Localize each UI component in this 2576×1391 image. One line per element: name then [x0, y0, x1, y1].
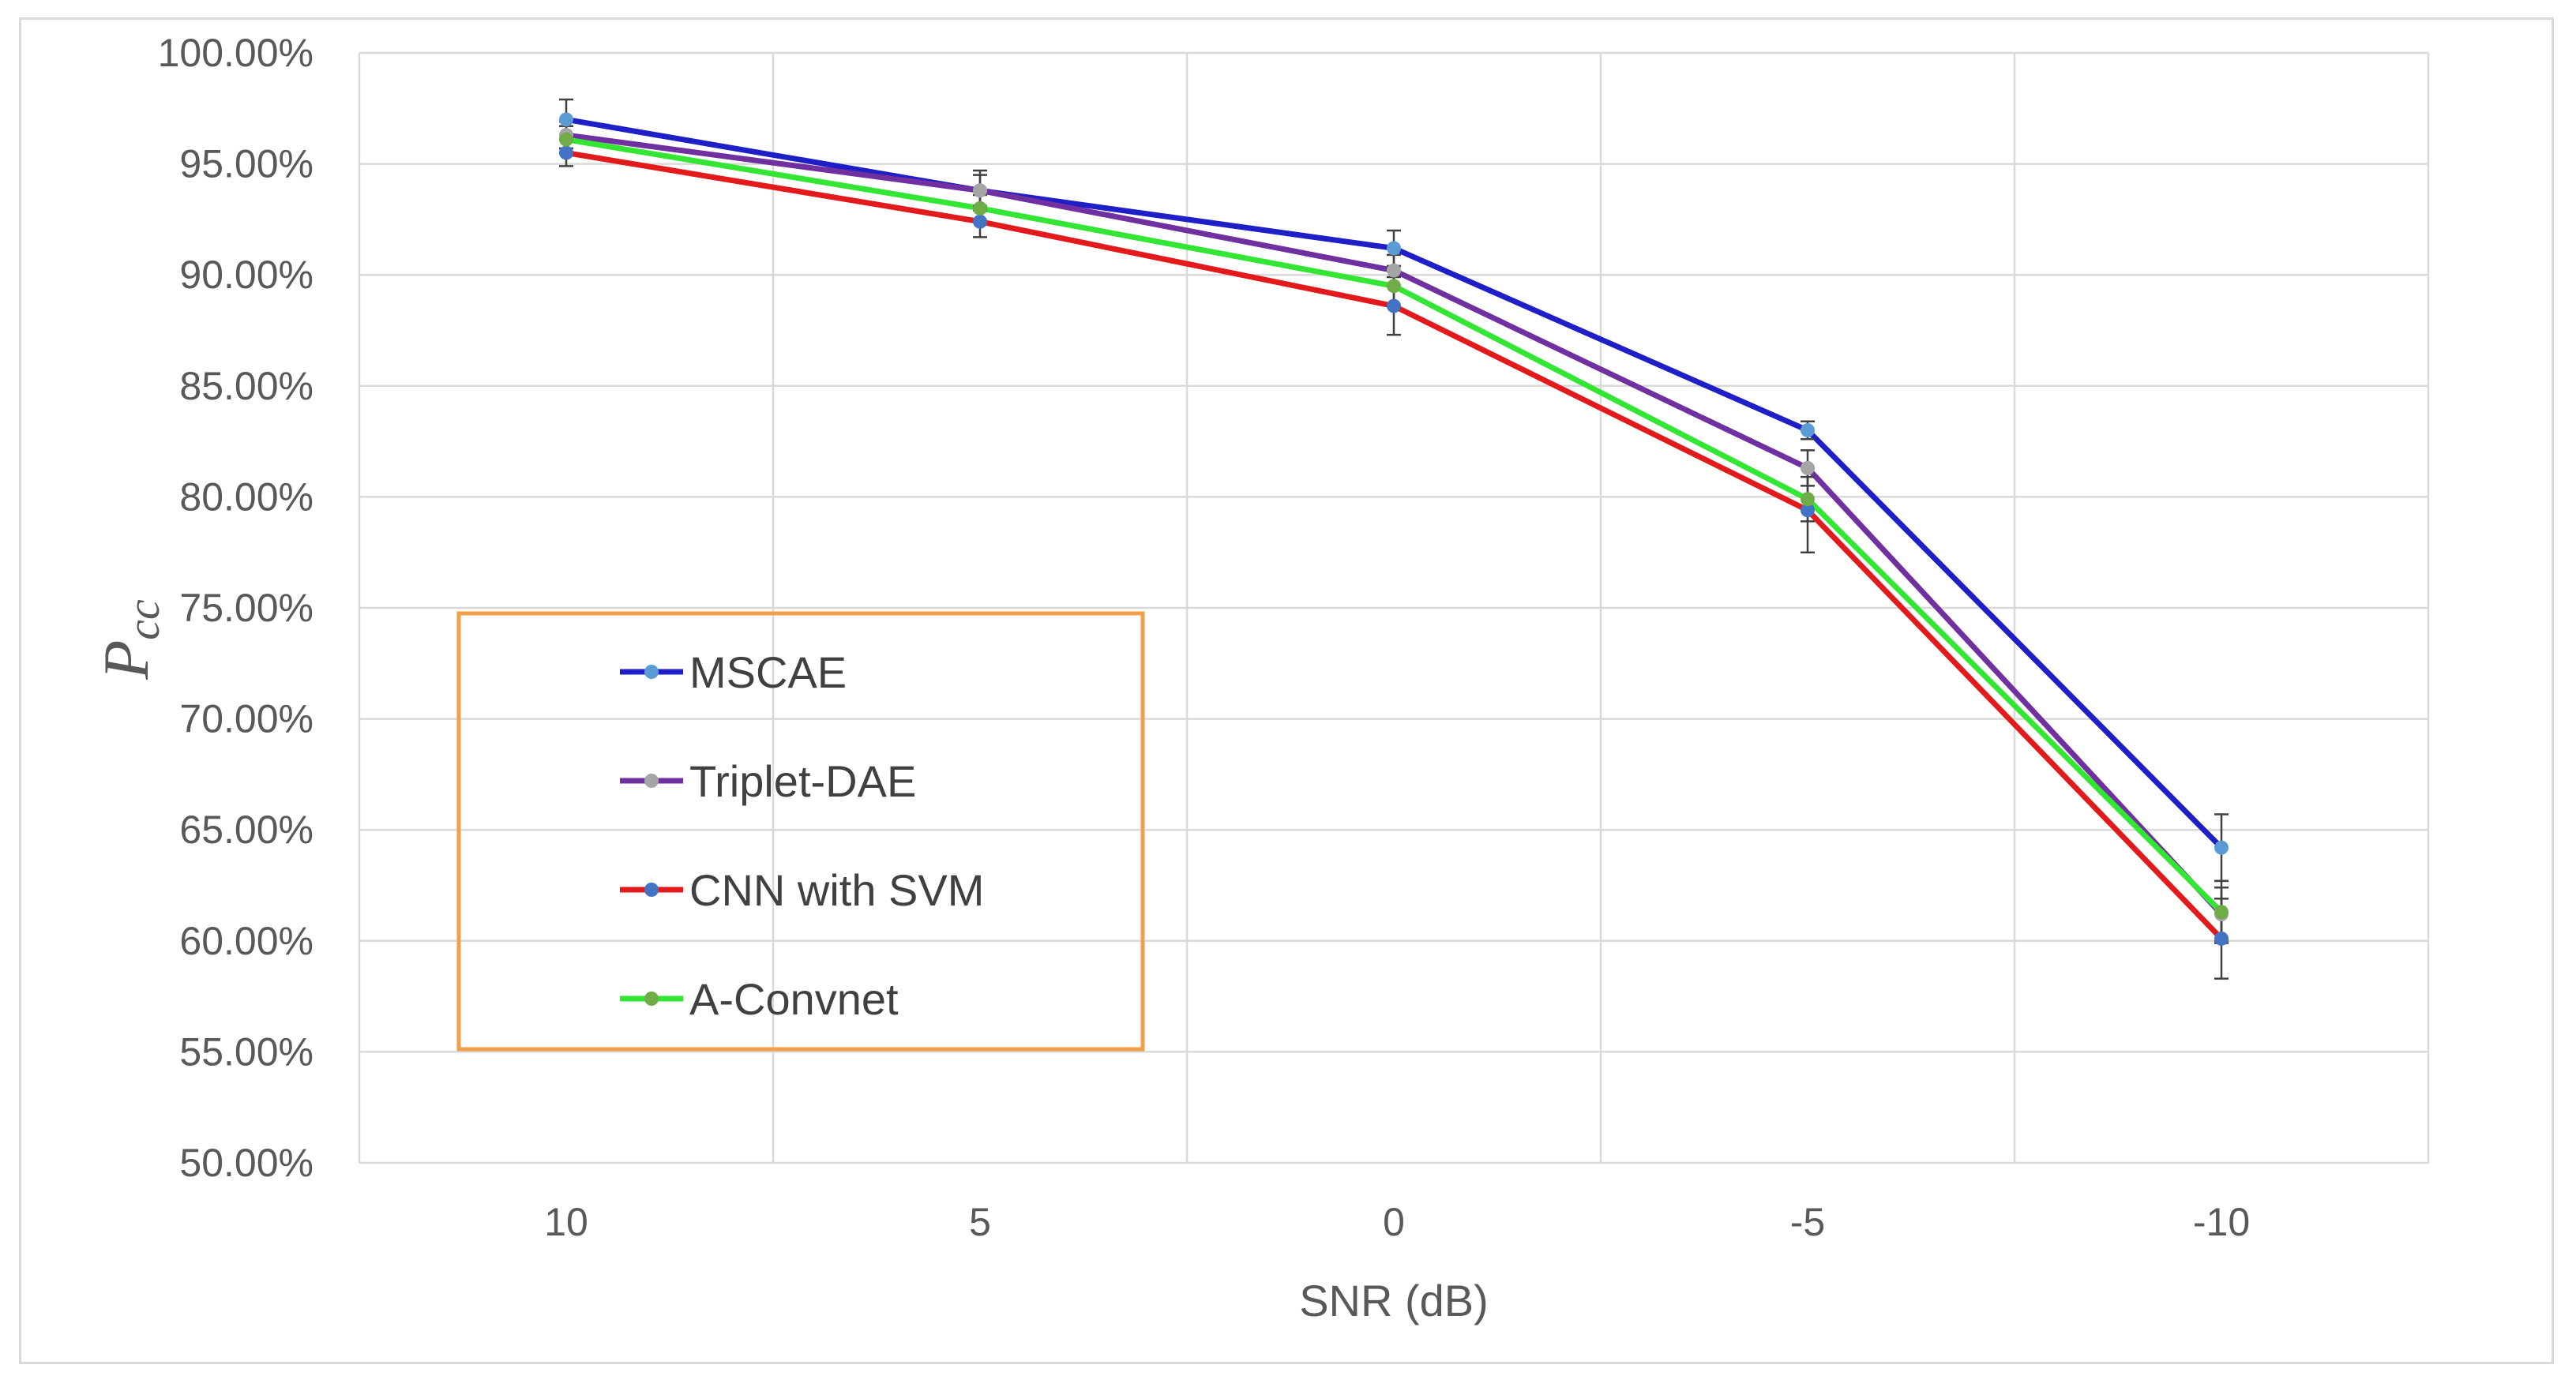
x-tick-label: -10 — [2193, 1200, 2250, 1244]
data-point-triplet-dae — [1387, 263, 1401, 278]
legend-label: CNN with SVM — [689, 865, 984, 915]
data-point-triplet-dae — [1801, 460, 1815, 475]
data-point-cnn-with-svm — [2214, 931, 2229, 946]
svg-text:Pcc: Pcc — [90, 599, 169, 681]
y-tick-label: 100.00% — [158, 31, 314, 75]
x-axis-ticks: 10 5 0 -5 -10 — [544, 1200, 2250, 1244]
legend: MSCAE Triplet-DAE CNN with SVM A-Convnet — [456, 611, 1145, 1052]
y-tick-label: 95.00% — [179, 142, 314, 186]
data-point-cnn-with-svm — [1387, 298, 1401, 313]
legend-item-a-convnet: A-Convnet — [620, 974, 899, 1024]
legend-swatch-marker — [644, 883, 659, 897]
data-point-mscae — [1387, 241, 1401, 256]
line-chart: 50.00% 55.00% 60.00% 65.00% 70.00% 75.00% 80.0… — [90, 31, 2430, 1325]
data-point-mscae — [559, 112, 573, 127]
y-axis-ticks: 50.00% 55.00% 60.00% 65.00% 70.00% 75.00% 80.0… — [158, 31, 314, 1185]
y-tick-label: 80.00% — [179, 474, 314, 519]
x-tick-label: 0 — [1383, 1200, 1405, 1244]
y-tick-label: 85.00% — [179, 364, 314, 408]
data-point-a-convnet — [1387, 279, 1401, 294]
data-point-a-convnet — [973, 201, 987, 216]
x-axis-title: SNR (dB) — [1299, 1276, 1489, 1325]
data-point-mscae — [1801, 423, 1815, 438]
data-point-a-convnet — [559, 132, 573, 147]
data-point-cnn-with-svm — [559, 145, 573, 160]
y-tick-label: 55.00% — [179, 1029, 314, 1074]
y-tick-label: 60.00% — [179, 919, 314, 963]
legend-label: MSCAE — [689, 647, 847, 697]
legend-item-mscae: MSCAE — [620, 647, 847, 697]
data-point-triplet-dae — [973, 183, 987, 198]
y-tick-label: 90.00% — [179, 253, 314, 297]
legend-swatch-marker — [644, 774, 659, 788]
y-axis-title: Pcc — [90, 599, 169, 681]
y-axis-title-main: P — [90, 640, 162, 681]
legend-label: Triplet-DAE — [689, 756, 916, 806]
chart-frame: 50.00% 55.00% 60.00% 65.00% 70.00% 75.00% 80.0… — [19, 17, 2554, 1364]
y-tick-label: 75.00% — [179, 586, 314, 630]
data-point-mscae — [2214, 840, 2229, 855]
y-tick-label: 50.00% — [179, 1141, 314, 1185]
data-point-a-convnet — [1801, 492, 1815, 507]
legend-swatch-marker — [644, 992, 659, 1006]
data-point-a-convnet — [2214, 905, 2229, 920]
legend-item-cnn-with-svm: CNN with SVM — [620, 865, 984, 915]
gridlines — [358, 51, 2430, 1164]
y-axis-title-sub: cc — [118, 599, 169, 640]
y-tick-label: 70.00% — [179, 697, 314, 741]
legend-box — [456, 611, 1145, 1052]
data-points — [559, 112, 2229, 946]
x-tick-label: -5 — [1790, 1200, 1825, 1244]
x-tick-label: 5 — [969, 1200, 991, 1244]
legend-item-triplet-dae: Triplet-DAE — [620, 756, 916, 806]
legend-swatch-marker — [644, 665, 659, 679]
y-tick-label: 65.00% — [179, 808, 314, 852]
legend-label: A-Convnet — [689, 974, 899, 1024]
x-tick-label: 10 — [544, 1200, 588, 1244]
data-point-cnn-with-svm — [973, 214, 987, 229]
data-point-cnn-with-svm — [1801, 503, 1815, 518]
series-line-mscae — [563, 116, 2225, 851]
error-bars — [559, 98, 2229, 980]
